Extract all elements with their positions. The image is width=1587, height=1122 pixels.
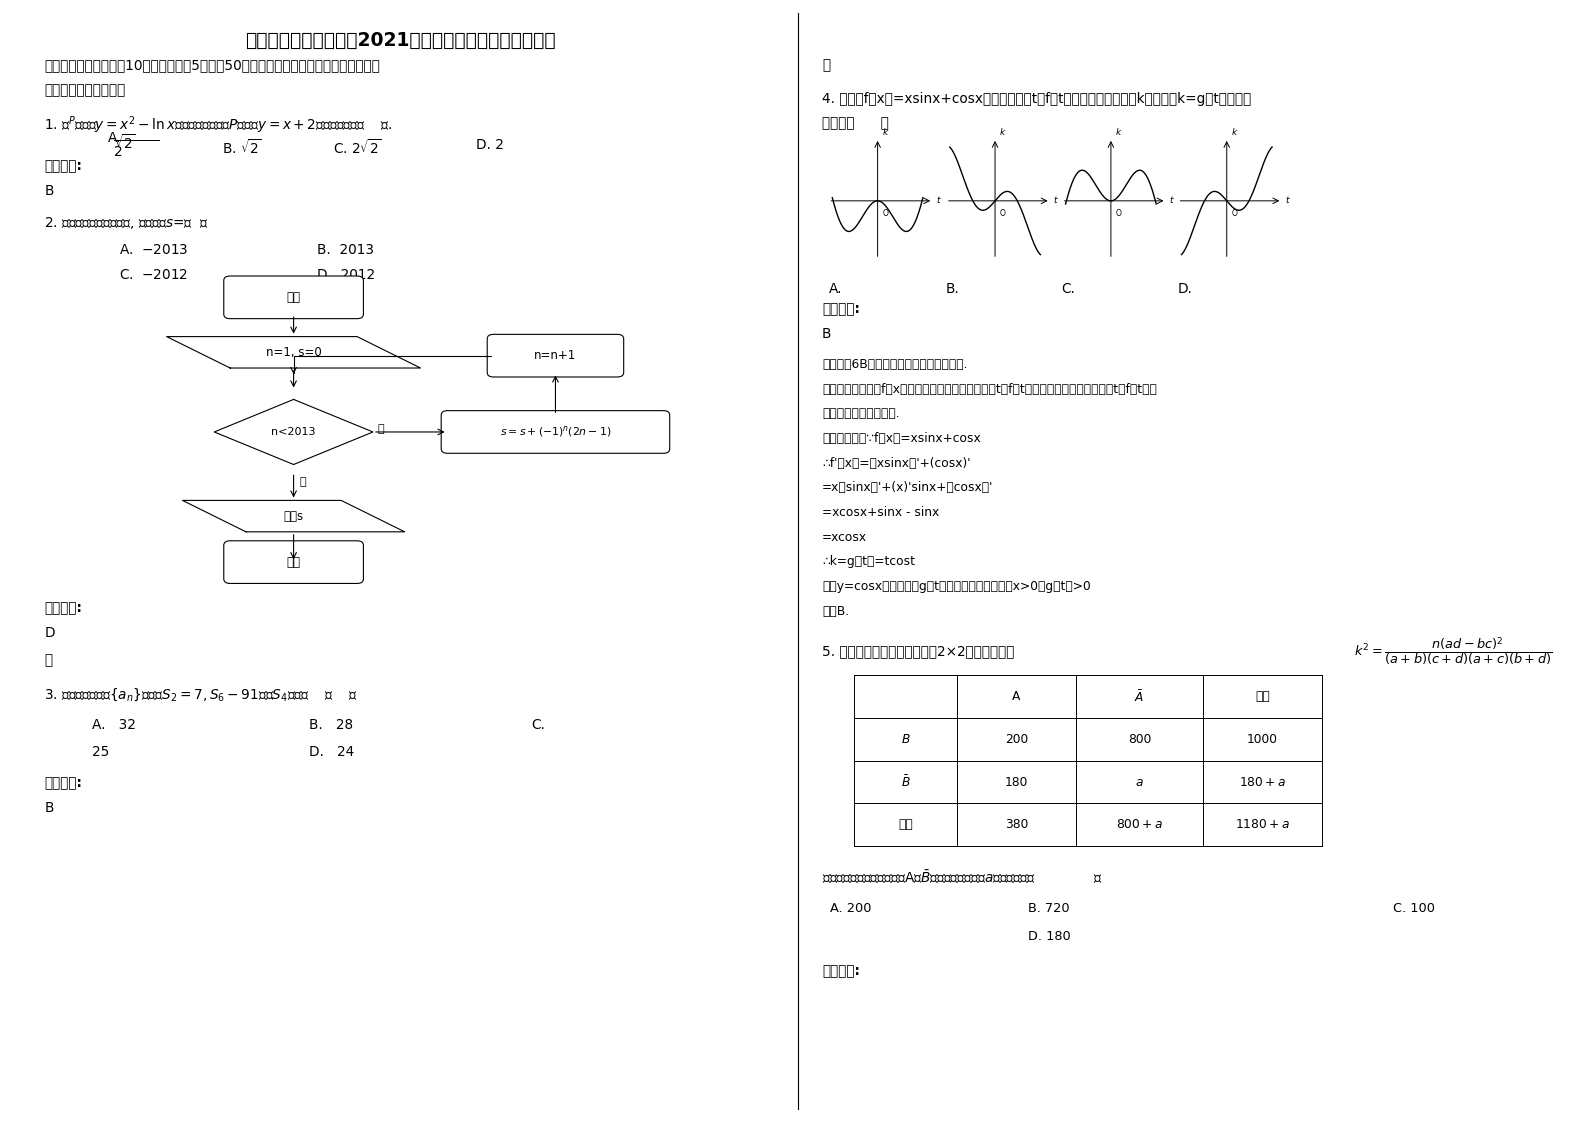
- Text: 【分析】先对函数f（x）进行求导运算，根据在点（t，f（t））处切线的斜率为在点（t，f（t））: 【分析】先对函数f（x）进行求导运算，根据在点（t，f（t））处切线的斜率为在点…: [822, 383, 1157, 396]
- Text: D.  2012: D. 2012: [317, 268, 376, 282]
- Text: $k^2=\dfrac{n(ad-bc)^2}{(a+b)(c+d)(a+c)(b+d)}$: $k^2=\dfrac{n(ad-bc)^2}{(a+b)(c+d)(a+c)(…: [1354, 635, 1552, 668]
- Text: 参考答案:: 参考答案:: [44, 776, 83, 790]
- Text: $s=s+(-1)^n(2n-1)$: $s=s+(-1)^n(2n-1)$: [500, 424, 611, 440]
- Text: D. 2: D. 2: [476, 138, 505, 151]
- Text: t: t: [936, 196, 940, 205]
- Text: 图象为（      ）: 图象为（ ）: [822, 117, 889, 130]
- Text: 否: 否: [300, 477, 306, 487]
- Text: 【考点】6B：利用导数研究函数的单调性.: 【考点】6B：利用导数研究函数的单调性.: [822, 358, 968, 371]
- Text: n<2013: n<2013: [271, 427, 316, 436]
- Text: 且最后发现，两个分类变量A和$\bar{B}$没有任何关系，则$a$的可能值是（              ）: 且最后发现，两个分类变量A和$\bar{B}$没有任何关系，则$a$的可能值是（…: [822, 868, 1103, 886]
- Text: ∴k=g（t）=tcost: ∴k=g（t）=tcost: [822, 555, 916, 569]
- Text: C. 100: C. 100: [1393, 902, 1435, 916]
- Text: 合计: 合计: [898, 818, 913, 831]
- Text: 1000: 1000: [1247, 733, 1278, 746]
- Text: B. 720: B. 720: [1028, 902, 1070, 916]
- Text: 故选B.: 故选B.: [822, 605, 849, 618]
- Text: 参考答案:: 参考答案:: [822, 302, 860, 315]
- Text: O: O: [1232, 209, 1238, 218]
- Text: C.  $-2012$: C. $-2012$: [119, 268, 189, 282]
- Text: n=n+1: n=n+1: [535, 349, 576, 362]
- Text: =x（sinx）'+(x)'sinx+（cosx）': =x（sinx）'+(x)'sinx+（cosx）': [822, 481, 993, 495]
- Text: 180: 180: [1005, 775, 1028, 789]
- Text: 结束: 结束: [287, 555, 300, 569]
- Text: A.  $-2013$: A. $-2013$: [119, 243, 189, 257]
- Text: 【解答】解：∵f（x）=xsinx+cosx: 【解答】解：∵f（x）=xsinx+cosx: [822, 432, 981, 445]
- Polygon shape: [167, 337, 421, 368]
- Text: A: A: [1013, 690, 1020, 703]
- Text: A.: A.: [828, 282, 843, 295]
- Text: k: k: [1116, 128, 1120, 137]
- FancyBboxPatch shape: [487, 334, 624, 377]
- Text: $\sqrt{2}$: $\sqrt{2}$: [114, 134, 136, 153]
- Text: $a$: $a$: [1135, 775, 1144, 789]
- Text: 4. 设函数f（x）=xsinx+cosx的图象在点（t，f（t））处切线的斜率为k，则函数k=g（t）的部分: 4. 设函数f（x）=xsinx+cosx的图象在点（t，f（t））处切线的斜率…: [822, 92, 1251, 105]
- Text: 是: 是: [378, 424, 384, 433]
- Text: D. 180: D. 180: [1028, 930, 1071, 944]
- Text: B.: B.: [946, 282, 960, 295]
- Text: B.   28: B. 28: [309, 718, 354, 732]
- Text: D: D: [44, 626, 56, 640]
- Text: 合计: 合计: [1255, 690, 1270, 703]
- Text: =xcosx+sinx - sinx: =xcosx+sinx - sinx: [822, 506, 940, 519]
- Text: ∴f'（x）=（xsinx）'+(cosx)': ∴f'（x）=（xsinx）'+(cosx)': [822, 457, 971, 470]
- Text: 1. 点$^P$是曲线$y=x^2-\ln x$上任意一点，则点$P$到直线$y=x+2$的最小距离为（    ）.: 1. 点$^P$是曲线$y=x^2-\ln x$上任意一点，则点$P$到直线$y…: [44, 114, 394, 136]
- Text: B. $\sqrt{2}$: B. $\sqrt{2}$: [222, 138, 262, 157]
- Text: $B$: $B$: [900, 733, 911, 746]
- Text: 参考答案:: 参考答案:: [44, 159, 83, 173]
- Text: k: k: [1000, 128, 1005, 137]
- Text: 根据y=cosx的图象可知g（t）应该为奇函数，且当x>0时g（t）>0: 根据y=cosx的图象可知g（t）应该为奇函数，且当x>0时g（t）>0: [822, 580, 1090, 594]
- Text: 2. 执行如图所示程序框图, 则输出的$s$=（  ）: 2. 执行如图所示程序框图, 则输出的$s$=（ ）: [44, 215, 209, 231]
- Text: $\bar{B}$: $\bar{B}$: [900, 774, 911, 790]
- Text: 略: 略: [822, 58, 830, 72]
- Text: 处的导数值，可得答案.: 处的导数值，可得答案.: [822, 407, 900, 421]
- Text: 参考答案:: 参考答案:: [822, 964, 860, 977]
- Text: C.: C.: [532, 718, 546, 732]
- Text: =xcosx: =xcosx: [822, 531, 867, 544]
- Text: C. $2\sqrt{2}$: C. $2\sqrt{2}$: [333, 138, 382, 157]
- Text: D.   24: D. 24: [309, 745, 355, 758]
- Text: 800: 800: [1128, 733, 1151, 746]
- FancyBboxPatch shape: [224, 541, 363, 583]
- Text: 380: 380: [1005, 818, 1028, 831]
- Text: B: B: [44, 801, 54, 815]
- Polygon shape: [214, 399, 373, 465]
- Text: k: k: [882, 128, 887, 137]
- Text: A.   32: A. 32: [92, 718, 136, 732]
- Text: C.: C.: [1062, 282, 1076, 295]
- Text: O: O: [1116, 209, 1122, 218]
- Text: B: B: [44, 184, 54, 197]
- Text: 25: 25: [92, 745, 110, 758]
- Text: 开始: 开始: [287, 291, 300, 304]
- Text: 输出s: 输出s: [284, 509, 303, 523]
- Text: t: t: [1285, 196, 1289, 205]
- Text: t: t: [1170, 196, 1173, 205]
- Text: D.: D.: [1178, 282, 1192, 295]
- Text: 一、选择题：本大题共10小题，每小题5分，共50分。在每小题给出的四个选项中，只有: 一、选择题：本大题共10小题，每小题5分，共50分。在每小题给出的四个选项中，只…: [44, 58, 381, 72]
- Text: 200: 200: [1005, 733, 1028, 746]
- Text: n=1, s=0: n=1, s=0: [265, 346, 322, 359]
- Text: 是一个符合题目要求的: 是一个符合题目要求的: [44, 83, 125, 96]
- Text: 略: 略: [44, 653, 52, 666]
- Text: $1180+a$: $1180+a$: [1235, 818, 1290, 831]
- Text: $800+a$: $800+a$: [1116, 818, 1163, 831]
- Text: B: B: [822, 327, 832, 340]
- Text: 参考答案:: 参考答案:: [44, 601, 83, 615]
- Text: t: t: [1054, 196, 1057, 205]
- Polygon shape: [183, 500, 405, 532]
- Text: $180+a$: $180+a$: [1239, 775, 1285, 789]
- Text: 5. 在一次独立性检验中，得出2×2列联表如下：: 5. 在一次独立性检验中，得出2×2列联表如下：: [822, 644, 1014, 657]
- Text: 福建省南平市大洋中学2021年高二数学理联考试题含解析: 福建省南平市大洋中学2021年高二数学理联考试题含解析: [244, 31, 555, 50]
- Text: B.  2013: B. 2013: [317, 243, 375, 257]
- Text: O: O: [1000, 209, 1006, 218]
- Text: O: O: [882, 209, 889, 218]
- Text: 3. 在正项等比数列{$a_n$}中，若$S_2=7,S_6-91$，则$S_4$的值为    （    ）: 3. 在正项等比数列{$a_n$}中，若$S_2=7,S_6-91$，则$S_4…: [44, 687, 359, 703]
- FancyBboxPatch shape: [441, 411, 670, 453]
- Text: 2: 2: [114, 145, 122, 158]
- Text: A.: A.: [108, 131, 122, 145]
- FancyBboxPatch shape: [224, 276, 363, 319]
- Text: A. 200: A. 200: [830, 902, 871, 916]
- Text: k: k: [1232, 128, 1236, 137]
- Text: $\bar{A}$: $\bar{A}$: [1135, 689, 1144, 705]
